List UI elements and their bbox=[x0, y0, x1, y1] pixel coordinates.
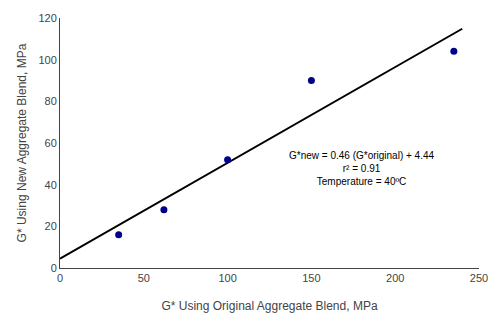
svg-text:250: 250 bbox=[470, 272, 488, 284]
svg-text:G* Using Original Aggregate Bl: G* Using Original Aggregate Blend, MPa bbox=[161, 299, 377, 313]
svg-text:G* Using New Aggregate Blend,: G* Using New Aggregate Blend, MPa bbox=[15, 43, 29, 242]
svg-text:0: 0 bbox=[57, 272, 63, 284]
svg-text:40: 40 bbox=[45, 179, 57, 191]
svg-text:150: 150 bbox=[302, 272, 320, 284]
svg-text:200: 200 bbox=[386, 272, 404, 284]
svg-text:100: 100 bbox=[218, 272, 236, 284]
svg-text:100: 100 bbox=[38, 54, 56, 66]
svg-text:20: 20 bbox=[45, 220, 57, 232]
svg-text:50: 50 bbox=[138, 272, 150, 284]
svg-text:0: 0 bbox=[51, 262, 57, 274]
svg-text:120: 120 bbox=[38, 12, 56, 24]
svg-text:G*new = 0.46 (G*original) + 4.: G*new = 0.46 (G*original) + 4.44r² = 0.9… bbox=[289, 150, 435, 187]
svg-text:60: 60 bbox=[45, 137, 57, 149]
svg-text:80: 80 bbox=[45, 95, 57, 107]
